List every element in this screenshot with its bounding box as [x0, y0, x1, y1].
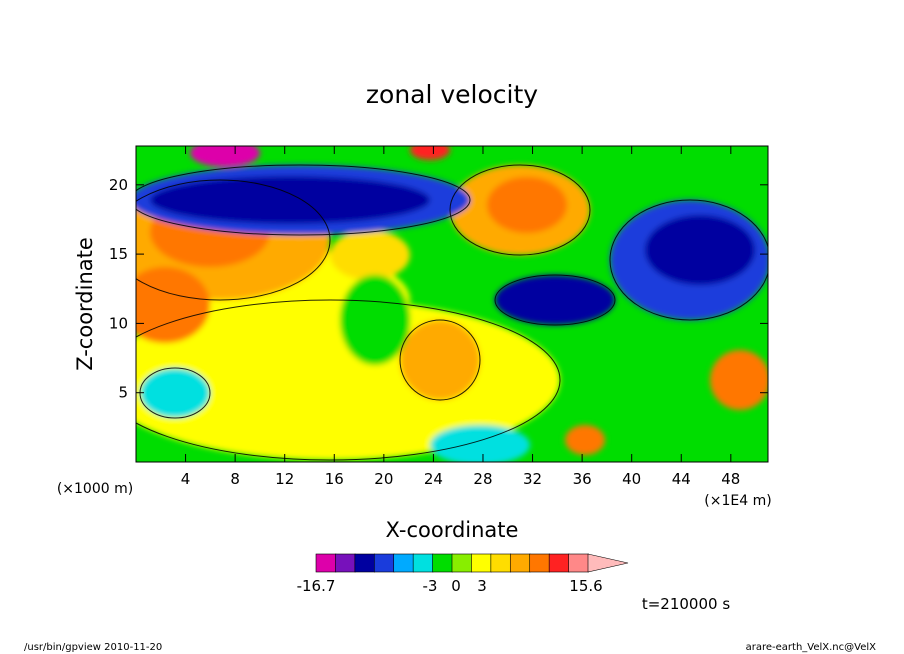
chart-title: zonal velocity [366, 80, 538, 109]
region-positive-top [410, 146, 450, 160]
plot-frame [135, 145, 769, 463]
colorbar-segment [509, 553, 531, 573]
colorbar-segment [315, 553, 337, 573]
footer-left: /usr/bin/gpview 2010-11-20 [24, 642, 162, 653]
colorbar-segment [412, 553, 434, 573]
colorbar-ticks: -16.7 -3 0 3 15.6 [297, 577, 603, 595]
contour-line [494, 274, 616, 326]
colorbar-segment [471, 553, 492, 573]
contour-line [609, 199, 768, 321]
colorbar [315, 553, 629, 573]
region-negative-core [495, 275, 615, 325]
region-positive-24 [400, 320, 480, 400]
region-near-zero [340, 275, 410, 365]
region-strong-positive-top-right [487, 177, 567, 233]
colorbar-segment [432, 553, 453, 573]
x-tick-label: 24 [424, 470, 443, 488]
x-tick-label: 4 [181, 470, 191, 488]
region-positive-bottom [565, 425, 605, 455]
x-tick-label: 28 [473, 470, 492, 488]
colorbar-segment [548, 553, 570, 573]
colorbar-tick-label: 0 [451, 577, 461, 595]
colorbar-extend-arrow [587, 553, 629, 573]
region-positive-right [710, 350, 768, 410]
colorbar-segment [373, 553, 395, 573]
contour-line [399, 319, 481, 401]
y-tick-label: 5 [118, 384, 128, 402]
y-axis-label: Z-coordinate [73, 237, 97, 371]
region-negative-lowleft [140, 368, 210, 418]
x-tick-label: 48 [721, 470, 740, 488]
region-strong-negative-right [645, 215, 755, 285]
y-tick-label: 15 [109, 245, 128, 263]
plot-area [136, 146, 768, 462]
colorbar-tick-label: 3 [477, 577, 487, 595]
x-tick-label: 16 [325, 470, 344, 488]
x-tick-label: 44 [672, 470, 691, 488]
x-tick-label: 20 [374, 470, 393, 488]
x-unit-left: (×1000 m) [57, 481, 133, 497]
colorbar-segment [393, 553, 414, 573]
colorbar-segment [529, 553, 550, 573]
x-tick-label: 32 [523, 470, 542, 488]
colorbar-segment [354, 553, 376, 573]
x-axis: 4 8 12 16 20 24 28 32 36 40 44 48 [181, 146, 740, 488]
region-negative-bottom [430, 425, 530, 462]
colorbar-segment [451, 553, 473, 573]
colorbar-tick-label: 15.6 [569, 577, 602, 595]
contour-line [136, 164, 471, 236]
x-tick-label: 40 [622, 470, 641, 488]
x-tick-label: 8 [230, 470, 240, 488]
y-axis: 5 10 15 20 [109, 176, 768, 402]
x-unit-right: (×1E4 m) [704, 493, 771, 509]
contour-line [449, 164, 591, 256]
time-annotation: t=210000 s [642, 595, 730, 613]
colorbar-segment [335, 553, 356, 573]
region-strong-positive-left [136, 267, 210, 343]
footer-right: arare-earth_VelX.nc@VelX [746, 642, 877, 653]
x-tick-label: 36 [573, 470, 592, 488]
contour-line [136, 179, 331, 301]
region-strong-negative-jet [150, 176, 430, 224]
colorbar-segment [568, 553, 589, 573]
contour-line [136, 299, 561, 461]
x-tick-label: 12 [275, 470, 294, 488]
x-axis-label: X-coordinate [386, 518, 519, 542]
y-tick-label: 20 [109, 176, 128, 194]
region-minimum [190, 146, 260, 167]
colorbar-segment [490, 553, 512, 573]
y-tick-label: 10 [109, 314, 128, 332]
colorbar-tick-label: -16.7 [297, 577, 336, 595]
region-positive-mid [330, 230, 410, 280]
colorbar-tick-label: -3 [423, 577, 438, 595]
